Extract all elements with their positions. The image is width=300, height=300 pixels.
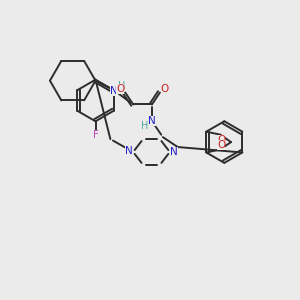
Text: N: N <box>125 146 133 156</box>
Text: N: N <box>170 147 178 157</box>
Text: O: O <box>161 84 169 94</box>
Text: O: O <box>217 140 225 150</box>
Text: N: N <box>110 85 118 96</box>
Text: O: O <box>217 135 225 145</box>
Text: N: N <box>148 116 156 126</box>
Text: H: H <box>141 121 149 131</box>
Text: O: O <box>116 84 124 94</box>
Text: F: F <box>93 130 98 140</box>
Text: H: H <box>118 81 125 91</box>
